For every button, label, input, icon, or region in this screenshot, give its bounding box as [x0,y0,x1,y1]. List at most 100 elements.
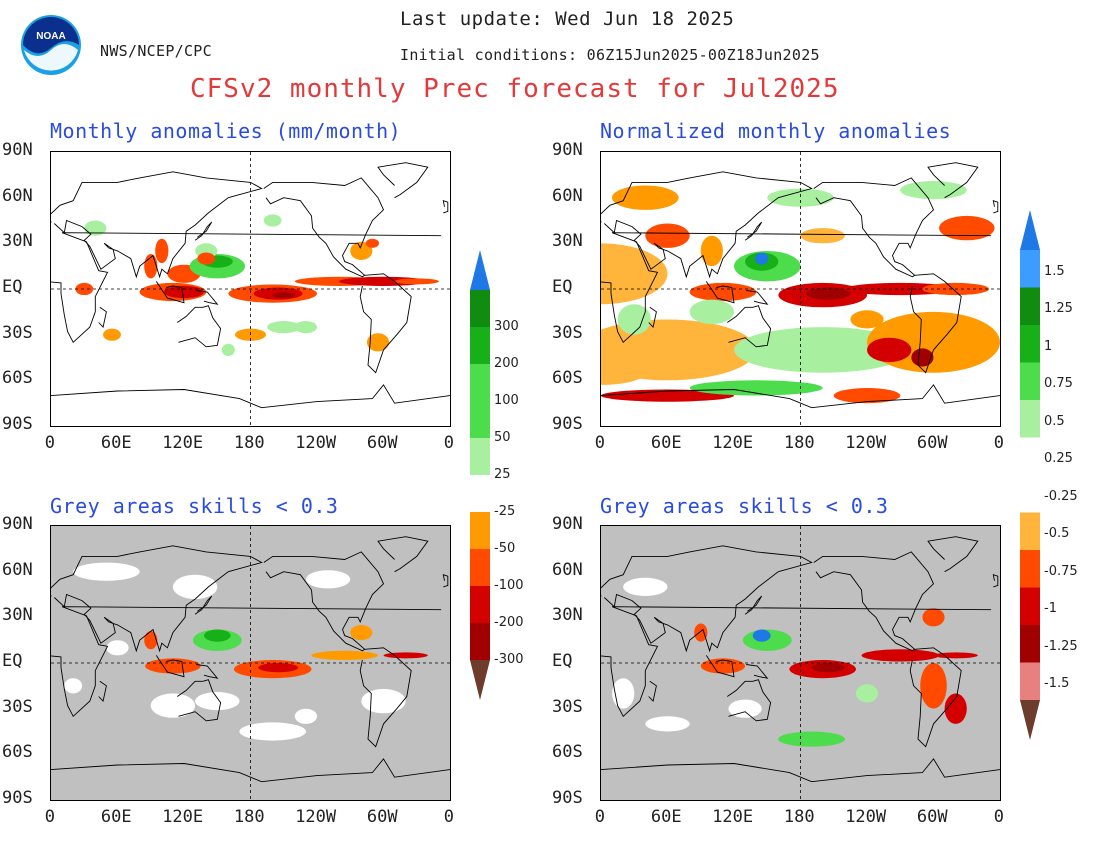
colorbar-label: 0.75 [1044,376,1073,391]
anomaly-region [150,693,196,718]
anomaly-region [850,310,884,329]
anomaly-region [612,185,679,210]
coastline [746,664,769,679]
colorbar-label: -50 [494,541,516,556]
anomaly-region [920,663,947,709]
panel-title-tl: Monthly anomalies (mm/month) [50,119,402,143]
coastline [601,606,992,718]
anomaly-region [933,652,978,659]
anomaly-region [197,252,216,265]
coastline [992,200,999,214]
coastline [744,595,763,615]
lat-tick-label: 60S [2,742,33,763]
anomaly-region [350,625,373,641]
anomaly-region [752,629,771,642]
colorbar-label: -0.75 [1044,563,1078,579]
anomaly-region [294,321,317,334]
anomaly-region [311,650,379,660]
colorbar-segment [470,549,490,587]
panel-title-br: Grey areas skills < 0.3 [600,494,889,518]
lat-tick-label: 30N [552,231,583,252]
lon-tick-label: 0 [993,433,1005,453]
anomaly-region [394,278,439,285]
anomaly-region [305,570,351,589]
colorbar-label: -1.5 [1044,676,1070,691]
coastline [196,290,219,305]
coastline [51,384,450,409]
colorbar-segment [1020,437,1040,476]
coastline [194,595,213,615]
lon-tick-label: 120W [295,807,337,827]
colorbar-bottom-arrow [470,660,490,700]
coastline [813,177,935,278]
coastline [909,273,962,374]
map-panel-skill-masked-normalized [600,525,1001,801]
lon-tick-label: 180 [233,807,265,827]
coastline [746,290,769,305]
colorbar-top-arrow [470,250,490,290]
lon-tick-label: 120E [712,807,754,827]
colorbar-label: 200 [494,356,519,371]
colorbar-segment [470,290,490,328]
map-panel-monthly-anomalies [50,151,451,427]
lon-tick-label: 0 [993,807,1005,827]
colorbar-segment [1020,400,1040,438]
anomaly-region [645,716,690,732]
initial-conditions: Initial conditions: 06Z15Jun2025-00Z18Ju… [400,46,820,64]
anomaly-region [272,292,295,299]
lat-tick-label: EQ [552,651,573,671]
coastline [155,281,185,304]
colorbar-label: -0.25 [1044,488,1078,504]
anomaly-region [861,649,940,662]
colorbar-label: 50 [494,430,511,445]
anomaly-region [155,238,169,264]
colorbar-label: 1.25 [1044,301,1073,316]
lat-tick-label: 60S [2,368,33,389]
anomaly-region [145,658,201,674]
colorbar-label: 0.25 [1044,451,1073,466]
lon-tick-label: 60E [650,433,682,453]
lat-tick-label: 90N [552,140,583,160]
coastline [51,606,442,718]
coastline [155,655,185,678]
anomaly-region [867,337,912,363]
colorbar-segment [470,586,490,624]
coastline [359,647,412,748]
coastline [648,306,657,329]
lat-tick-label: 60N [552,559,583,580]
colorbar-segment [470,512,490,550]
colorbar-normalized [1020,210,1040,740]
lat-tick-label: 90N [2,514,33,534]
colorbar-label: -0.5 [1044,526,1070,541]
coastline [196,664,219,679]
anomaly-region [366,333,390,352]
anomaly-region [164,285,204,299]
lat-tick-label: EQ [2,651,23,671]
svg-text:NOAA: NOAA [36,31,65,42]
colorbar-segment [1020,475,1040,513]
lon-tick-label: 120E [712,433,754,453]
lon-tick-label: 0 [443,807,455,827]
colorbar-label: -1 [1044,601,1057,616]
coastline [727,679,772,722]
colorbar-label: 25 [494,467,511,482]
anomaly-region [73,562,140,581]
anomaly-region [806,287,851,300]
anomaly-region [350,241,373,260]
lon-tick-label: 180 [783,433,815,453]
colorbar-segment [470,438,490,476]
colorbar-label: 1.5 [1044,263,1065,279]
colorbar-segment [1020,325,1040,363]
colorbar-bottom-arrow [1020,700,1040,740]
anomaly-region [694,623,708,642]
lat-tick-label: 60S [552,368,583,389]
anomaly-region [800,228,845,244]
anomaly-region [106,640,129,656]
anomaly-region [361,688,406,714]
anomaly-region [258,663,299,673]
anomaly-region [623,577,668,596]
panel-title-tr: Normalized monthly anomalies [600,119,952,143]
lon-tick-label: 60W [366,807,398,827]
anomaly-region [911,348,934,367]
anomaly-region [267,321,301,334]
